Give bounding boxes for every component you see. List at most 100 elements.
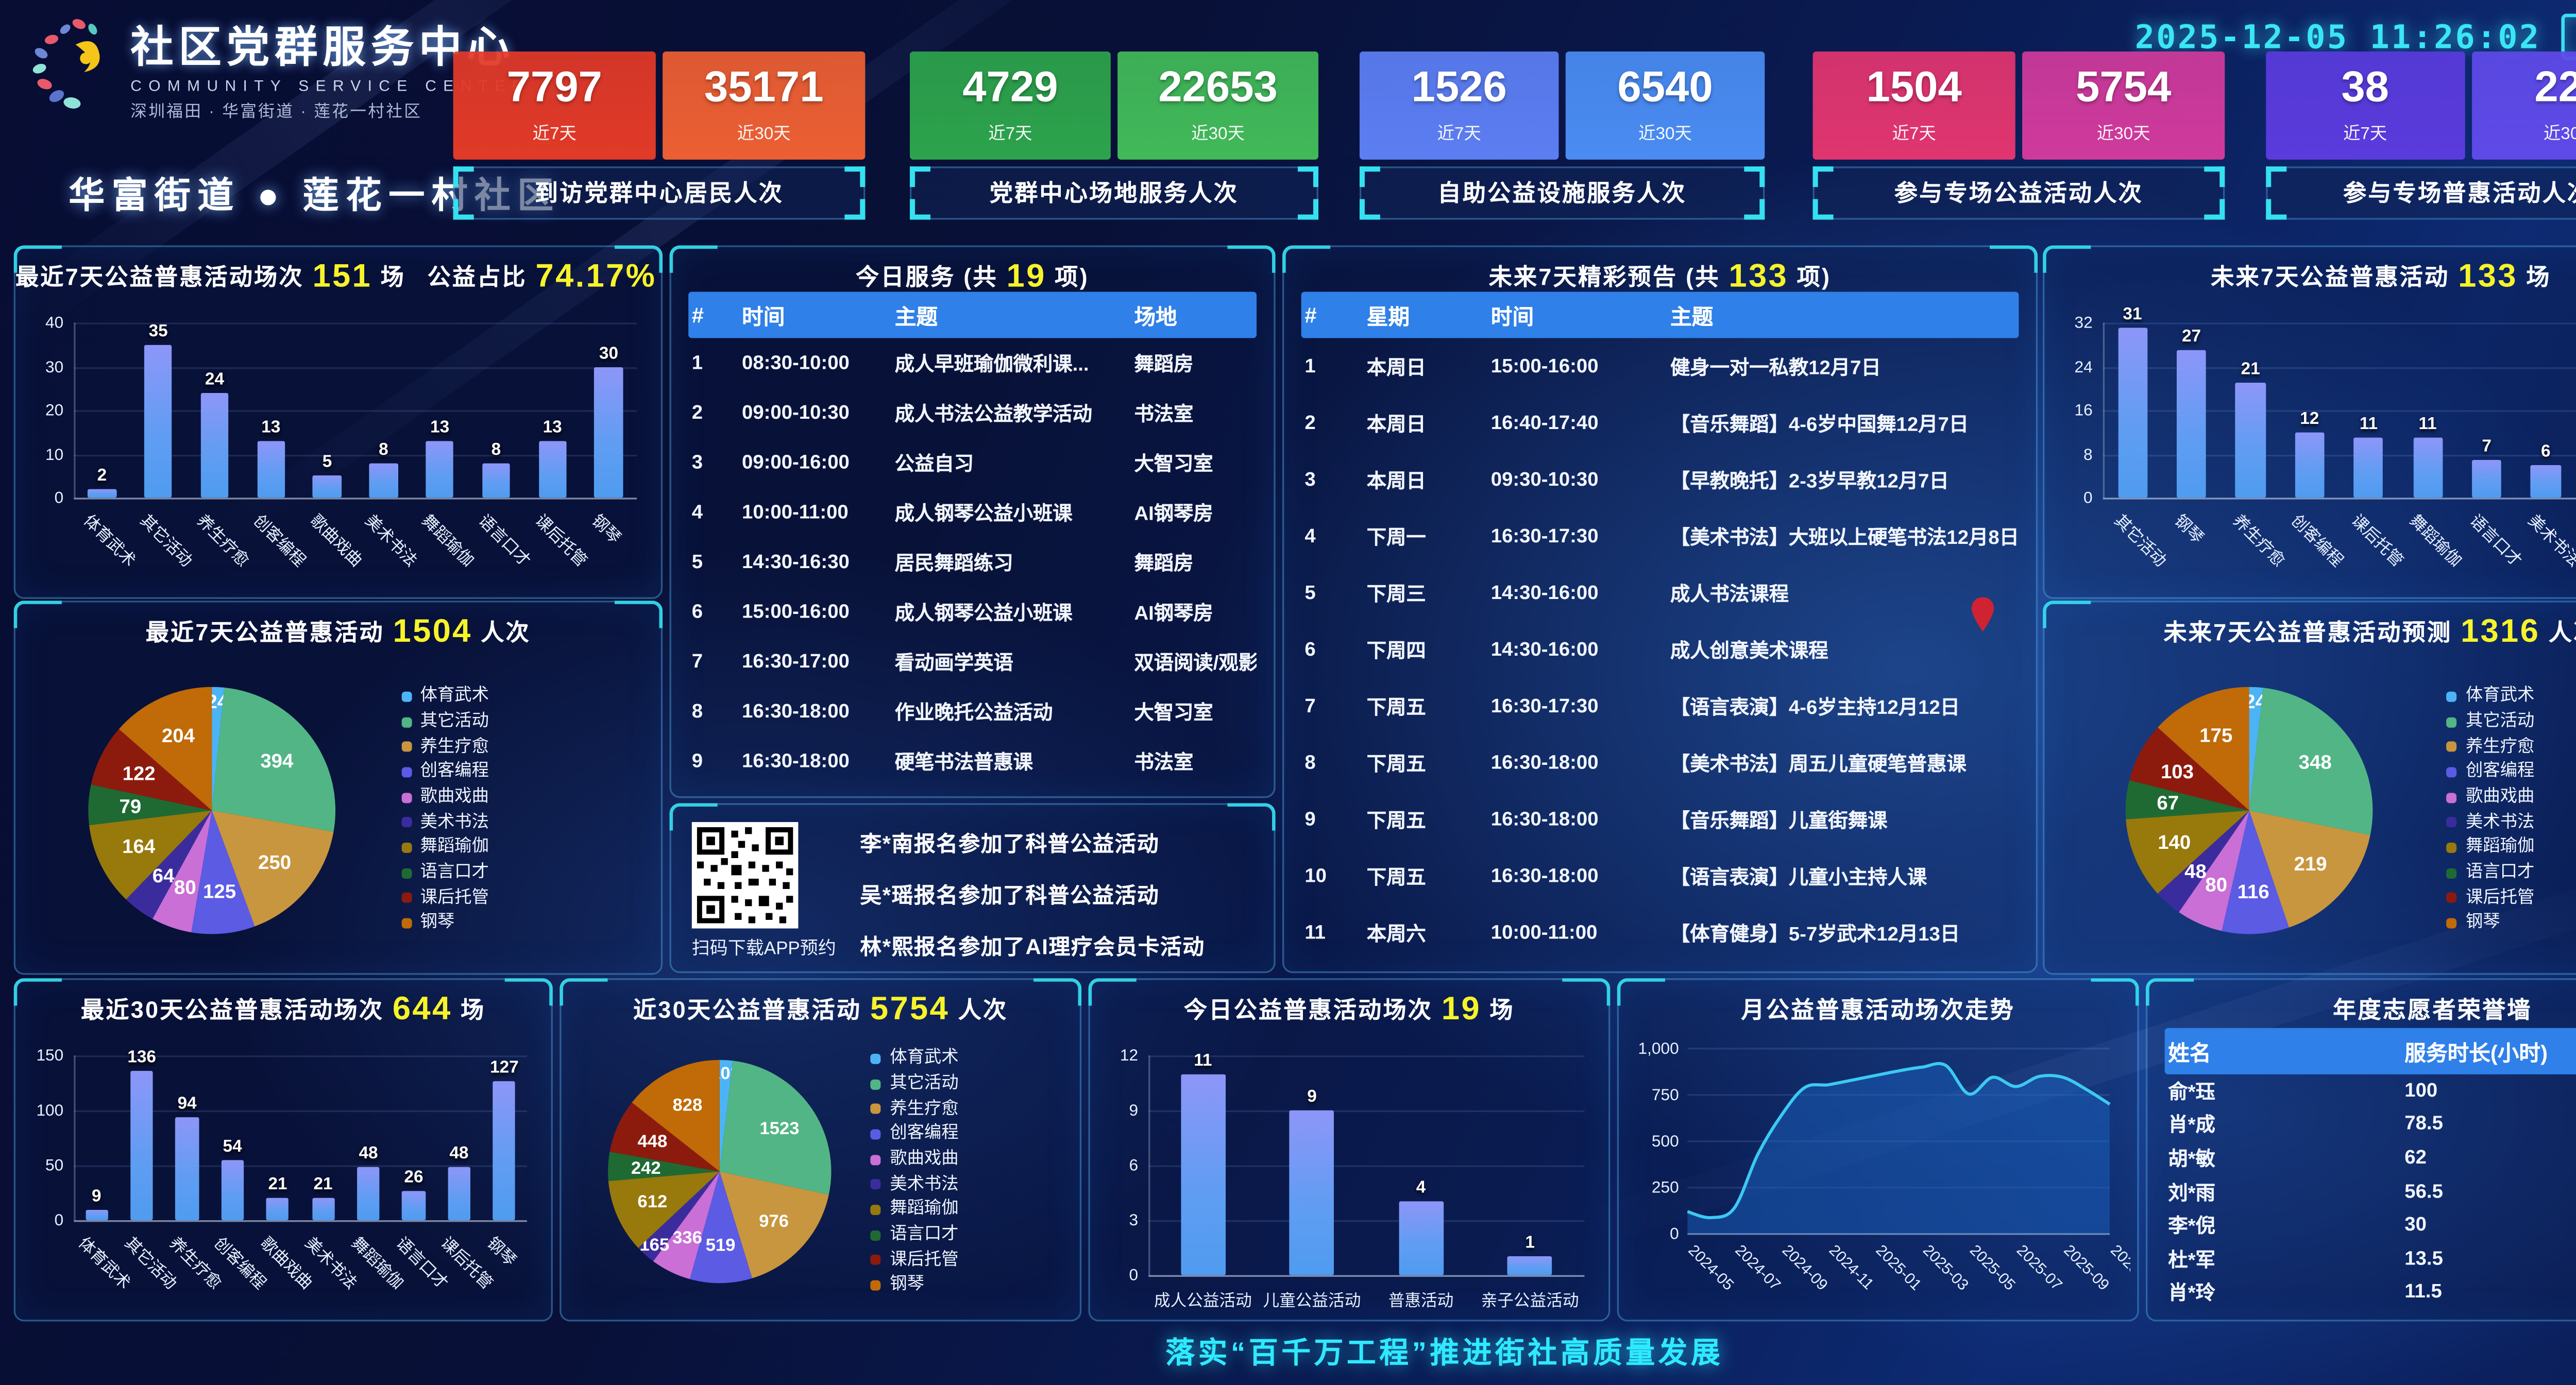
legend-item[interactable]: 美术书法 [401, 813, 643, 832]
today-service-row[interactable]: 6 15:00-16:00 成人钢琴公益小班课 AI钢琴房 [688, 587, 1257, 637]
bar[interactable] [538, 440, 567, 498]
legend-item[interactable]: 创客编程 [871, 1124, 1063, 1144]
future-event-row[interactable]: 4 下周一 16:30-17:30 【美术书法】大班以上硬笔书法12月8日 [1301, 508, 2019, 565]
pie-slice[interactable] [152, 810, 212, 932]
today-service-row[interactable]: 8 16:30-18:00 作业晚托公益活动 大智习室 [688, 687, 1257, 737]
legend-item[interactable]: 舞蹈瑜伽 [401, 838, 643, 858]
legend-item[interactable]: 其它活动 [2447, 712, 2576, 731]
bar[interactable] [595, 366, 623, 498]
pie-slice[interactable] [88, 784, 212, 825]
legend-item[interactable]: 创客编程 [401, 762, 643, 782]
bar[interactable] [2295, 432, 2325, 498]
pie-slice[interactable] [719, 1061, 832, 1195]
bar[interactable] [482, 463, 511, 498]
bar[interactable] [200, 392, 229, 498]
legend-item[interactable]: 课后托管 [401, 888, 643, 908]
legend-item[interactable]: 体育武术 [2447, 687, 2576, 706]
legend-item[interactable]: 养生疗愈 [871, 1099, 1063, 1119]
volunteer-row[interactable]: 肖*玲 11.5 [2165, 1276, 2576, 1309]
volunteer-row[interactable]: 胡*敏 62 [2165, 1141, 2576, 1175]
pie-slice[interactable] [126, 810, 212, 919]
pie-slice[interactable] [609, 1103, 720, 1172]
bar[interactable] [2413, 437, 2443, 498]
volunteer-row[interactable]: 俞*珏 100 [2165, 1074, 2576, 1108]
bar[interactable] [2176, 350, 2207, 498]
today-service-row[interactable]: 9 16:30-18:00 硬笔书法普惠课 书法室 [688, 736, 1257, 786]
legend-item[interactable]: 舞蹈瑜伽 [871, 1200, 1063, 1220]
bar[interactable] [2235, 383, 2265, 498]
bar[interactable] [312, 1197, 335, 1220]
future-event-row[interactable]: 1 本周日 15:00-16:00 健身一对一私教12月7日 [1301, 338, 2019, 395]
legend-item[interactable]: 课后托管 [871, 1251, 1063, 1270]
future-event-row[interactable]: 7 下周五 16:30-17:30 【语言表演】4-6岁主持12月12日 [1301, 678, 2019, 734]
pie-slice[interactable] [608, 1172, 720, 1249]
legend-item[interactable]: 养生疗愈 [401, 737, 643, 757]
legend-item[interactable]: 养生疗愈 [2447, 737, 2576, 757]
legend-item[interactable]: 歌曲戏曲 [401, 788, 643, 807]
legend-item[interactable]: 美术书法 [871, 1175, 1063, 1194]
bar[interactable] [313, 475, 342, 498]
bar[interactable] [1398, 1202, 1444, 1275]
pie-slice[interactable] [118, 686, 212, 810]
legend-item[interactable]: 其它活动 [401, 712, 643, 731]
pie-slice[interactable] [191, 810, 255, 934]
bar[interactable] [266, 1197, 290, 1220]
legend-item[interactable]: 语言口才 [401, 863, 643, 883]
pie-slice[interactable] [719, 1061, 733, 1172]
pie-slice[interactable] [638, 1172, 720, 1262]
pie-slice[interactable] [608, 1152, 720, 1182]
volunteer-row[interactable]: 李*倪 30 [2165, 1209, 2576, 1242]
bar[interactable] [493, 1081, 516, 1220]
bar[interactable] [257, 440, 285, 498]
legend-item[interactable]: 钢琴 [2447, 914, 2576, 933]
volunteer-row[interactable]: 肖*成 78.5 [2165, 1108, 2576, 1141]
volunteer-row[interactable]: 杜*军 13.5 [2165, 1242, 2576, 1276]
future-event-row[interactable]: 6 下周四 14:30-16:00 成人创意美术课程 [1301, 621, 2019, 678]
today-service-row[interactable]: 5 14:30-16:30 居民舞蹈练习 舞蹈房 [688, 537, 1257, 587]
bar[interactable] [447, 1167, 470, 1220]
legend-item[interactable]: 创客编程 [2447, 762, 2576, 782]
volunteer-row[interactable]: 刘*雨 56.5 [2165, 1175, 2576, 1209]
legend-item[interactable]: 钢琴 [871, 1276, 1063, 1295]
today-service-row[interactable]: 4 10:00-11:00 成人钢琴公益小班课 AI钢琴房 [688, 487, 1257, 537]
pie-slice[interactable] [212, 686, 225, 810]
legend-item[interactable]: 歌曲戏曲 [871, 1150, 1063, 1169]
future-event-row[interactable]: 11 本周六 10:00-11:00 【体育健身】5-7岁武术12月13日 [1301, 904, 2019, 961]
legend-item[interactable]: 体育武术 [401, 687, 643, 706]
legend-item[interactable]: 体育武术 [871, 1049, 1063, 1068]
pie-slice[interactable] [689, 1172, 753, 1284]
pie-slice[interactable] [212, 810, 334, 926]
legend-item[interactable]: 歌曲戏曲 [2447, 788, 2576, 807]
future-event-row[interactable]: 2 本周日 16:40-17:40 【音乐舞蹈】4-6岁中国舞12月7日 [1301, 395, 2019, 451]
bar[interactable] [357, 1167, 380, 1220]
today-service-row[interactable]: 1 08:30-10:00 成人早班瑜伽微利课... 舞蹈房 [688, 338, 1257, 388]
bar[interactable] [88, 489, 116, 498]
pie-slice[interactable] [212, 687, 336, 831]
bar[interactable] [1507, 1257, 1552, 1275]
bar[interactable] [2353, 437, 2384, 498]
bar[interactable] [2472, 459, 2502, 498]
bar[interactable] [221, 1160, 244, 1220]
future-event-row[interactable]: 5 下周三 14:30-16:00 成人书法课程 [1301, 565, 2019, 621]
pie-slice[interactable] [91, 728, 212, 810]
pie-slice[interactable] [653, 1172, 720, 1280]
future-event-row[interactable]: 10 下周五 16:30-18:00 【语言表演】儿童小主持人课 [1301, 848, 2019, 904]
bar[interactable] [426, 440, 454, 498]
legend-item[interactable]: 课后托管 [2447, 888, 2576, 908]
pie-slice[interactable] [89, 810, 212, 899]
bar[interactable] [2117, 328, 2147, 498]
future-event-row[interactable]: 9 下周五 16:30-18:00 【音乐舞蹈】儿童街舞课 [1301, 791, 2019, 848]
legend-item[interactable]: 舞蹈瑜伽 [2447, 838, 2576, 858]
bar[interactable] [176, 1117, 199, 1220]
legend-item[interactable]: 钢琴 [401, 914, 643, 933]
legend-item[interactable]: 语言口才 [871, 1225, 1063, 1245]
future-event-row[interactable]: 8 下周五 16:30-18:00 【美术书法】周五儿童硬笔普惠课 [1301, 734, 2019, 791]
legend-item[interactable]: 语言口才 [2447, 863, 2576, 883]
bar[interactable] [1180, 1073, 1226, 1275]
bar[interactable] [1290, 1110, 1334, 1275]
today-service-row[interactable]: 3 09:00-16:00 公益自习 大智习室 [688, 438, 1257, 488]
bar[interactable] [85, 1210, 108, 1220]
bar[interactable] [402, 1191, 425, 1220]
legend-item[interactable]: 美术书法 [2447, 813, 2576, 832]
bar[interactable] [130, 1071, 154, 1220]
